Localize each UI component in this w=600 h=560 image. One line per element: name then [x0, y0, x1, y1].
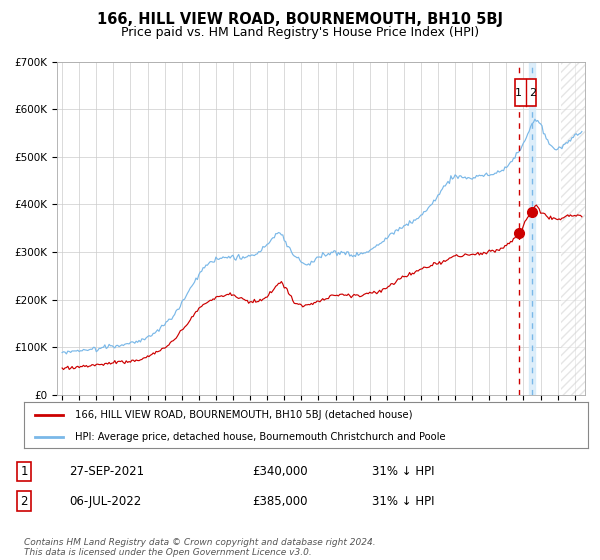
Text: £385,000: £385,000	[252, 494, 308, 508]
Bar	[515, 80, 536, 106]
Text: £340,000: £340,000	[252, 465, 308, 478]
Text: Price paid vs. HM Land Registry's House Price Index (HPI): Price paid vs. HM Land Registry's House …	[121, 26, 479, 39]
Text: 31% ↓ HPI: 31% ↓ HPI	[372, 465, 434, 478]
Text: 2: 2	[529, 87, 536, 97]
Text: 27-SEP-2021: 27-SEP-2021	[69, 465, 144, 478]
Bar	[529, 62, 535, 395]
Text: Contains HM Land Registry data © Crown copyright and database right 2024.
This d: Contains HM Land Registry data © Crown c…	[24, 538, 376, 557]
Bar	[561, 62, 600, 395]
Text: 06-JUL-2022: 06-JUL-2022	[69, 494, 141, 508]
Text: 2: 2	[20, 494, 28, 508]
Text: 166, HILL VIEW ROAD, BOURNEMOUTH, BH10 5BJ (detached house): 166, HILL VIEW ROAD, BOURNEMOUTH, BH10 5…	[75, 410, 412, 420]
Bar	[561, 62, 600, 395]
Text: HPI: Average price, detached house, Bournemouth Christchurch and Poole: HPI: Average price, detached house, Bour…	[75, 432, 445, 441]
Text: 1: 1	[20, 465, 28, 478]
Text: 166, HILL VIEW ROAD, BOURNEMOUTH, BH10 5BJ: 166, HILL VIEW ROAD, BOURNEMOUTH, BH10 5…	[97, 12, 503, 27]
Text: 31% ↓ HPI: 31% ↓ HPI	[372, 494, 434, 508]
Text: 1: 1	[514, 87, 521, 97]
